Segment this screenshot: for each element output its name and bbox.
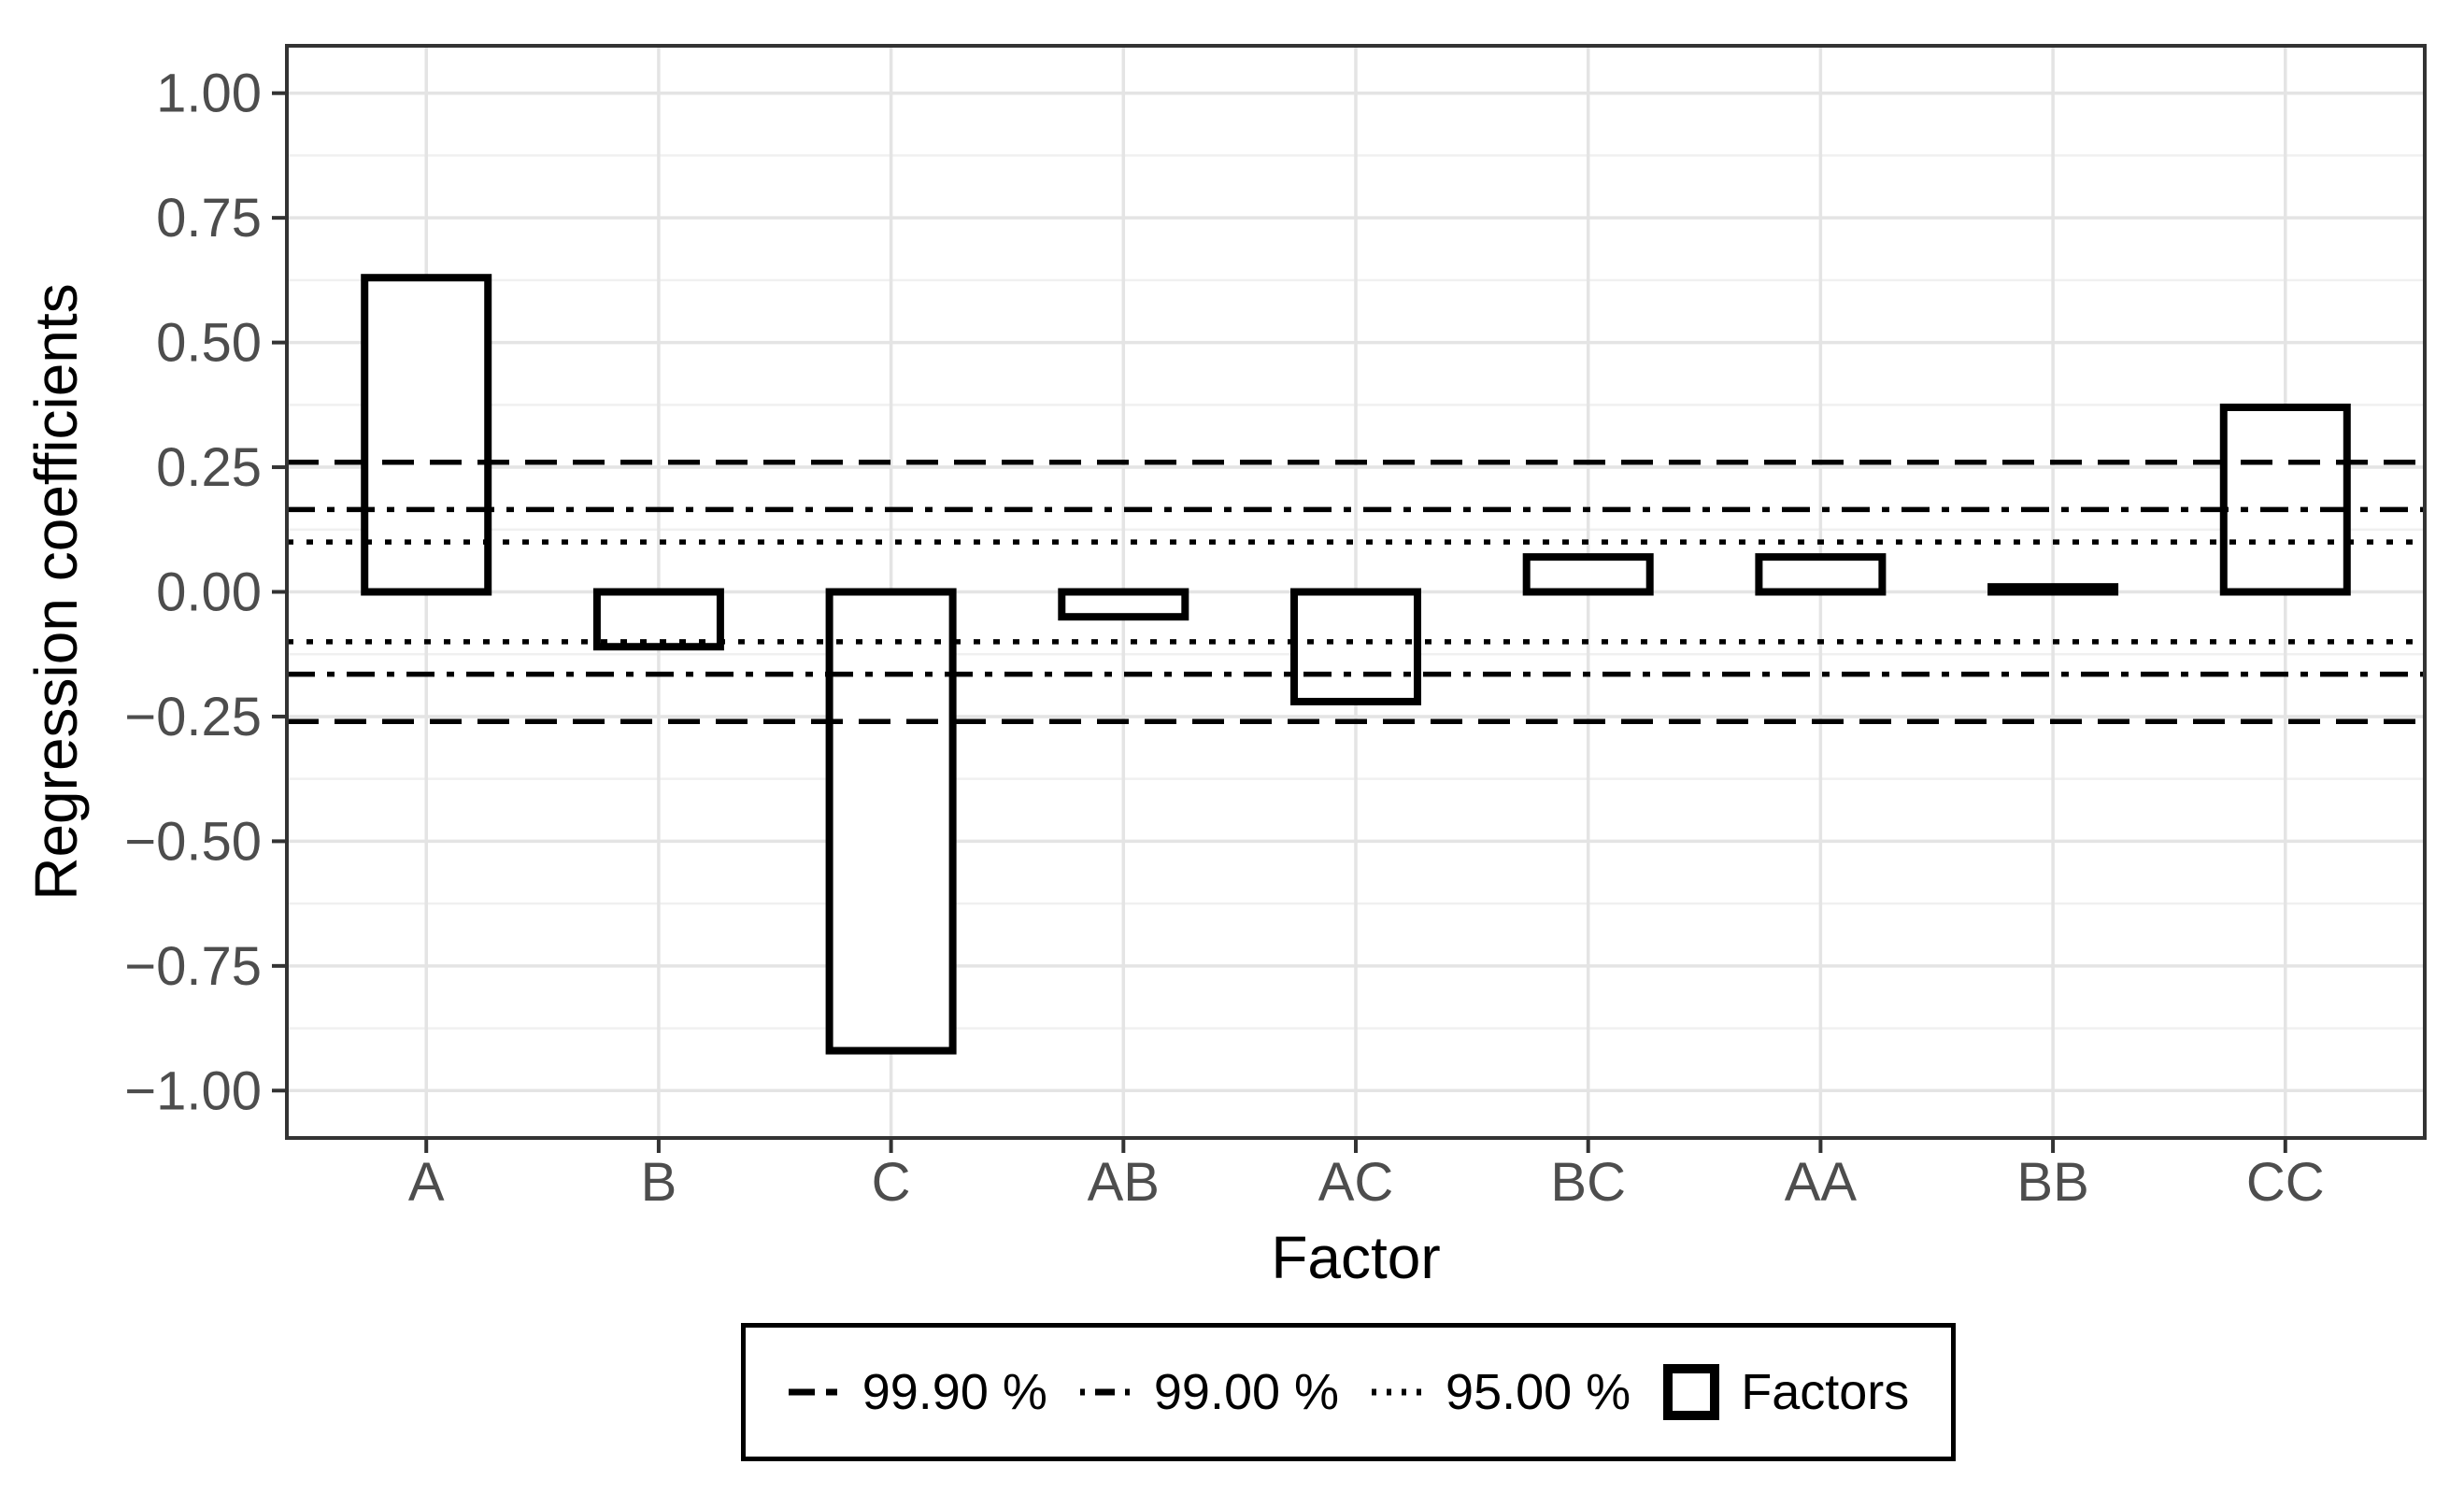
bar-B: [592, 588, 724, 651]
bar-BC: [1522, 553, 1654, 596]
legend-item-95-00: 95.00 %: [1371, 1363, 1631, 1421]
x-tick-label-CC: CC: [2246, 1152, 2325, 1213]
bar-C: [825, 588, 957, 1055]
y-tick-label: −0.25: [124, 687, 262, 747]
bar-AC: [1290, 588, 1421, 705]
dotted-line-icon: [1372, 1388, 1426, 1396]
bar-CC: [2219, 403, 2351, 596]
y-tick-label: −0.75: [124, 936, 262, 997]
legend-label-95-00: 95.00 %: [1446, 1364, 1631, 1420]
legend-label-99-00: 99.00 %: [1153, 1364, 1340, 1420]
x-tick-label-BB: BB: [2016, 1152, 2088, 1213]
x-tick-label-C: C: [872, 1152, 911, 1213]
x-tick-label-AC: AC: [1318, 1152, 1394, 1213]
y-axis-title: Regression coefficients: [22, 283, 90, 901]
y-tick-label: 0.50: [156, 313, 262, 374]
legend-label-99-90: 99.90 %: [862, 1364, 1047, 1420]
factor-rect-icon: [1663, 1364, 1720, 1420]
legend-item-factors: Factors: [1662, 1363, 1909, 1421]
dashed-line-icon: [788, 1388, 842, 1396]
legend-label-factors: Factors: [1741, 1364, 1910, 1420]
legend-box: 99.90 % 99.00 % 95.00 % Factors: [741, 1323, 1956, 1461]
y-tick-label: −0.50: [124, 811, 262, 872]
bar-AB: [1058, 588, 1189, 621]
bar-BB: [1987, 583, 2119, 596]
x-tick-label-AB: AB: [1088, 1152, 1160, 1213]
x-tick-label-B: B: [641, 1152, 677, 1213]
y-tick-label: 0.00: [156, 562, 262, 623]
legend-item-99-00: 99.00 %: [1079, 1363, 1339, 1421]
bar-A: [361, 274, 492, 596]
x-axis-title: Factor: [1271, 1224, 1440, 1291]
dashdot-line-icon: [1079, 1388, 1133, 1396]
y-tick-label: 1.00: [156, 64, 262, 124]
y-tick-label: 0.25: [156, 437, 262, 498]
x-tick-label-AA: AA: [1785, 1152, 1858, 1213]
x-tick-label-BC: BC: [1550, 1152, 1626, 1213]
y-tick-label: 0.75: [156, 188, 262, 249]
y-tick-label: −1.00: [124, 1060, 262, 1121]
x-tick-label-A: A: [408, 1152, 445, 1213]
legend-item-99-90: 99.90 %: [788, 1363, 1047, 1421]
bar-AA: [1755, 553, 1887, 596]
